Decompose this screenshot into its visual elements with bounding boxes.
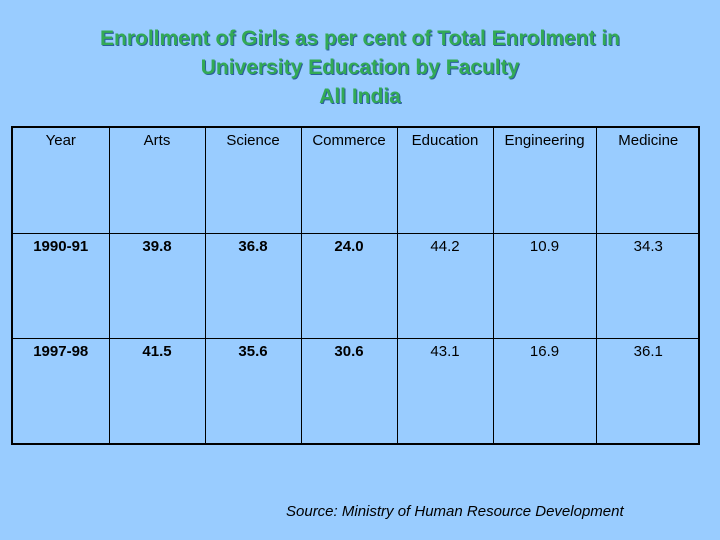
header-cell-medicine: Medicine	[595, 128, 700, 234]
table-cell-arts: 41.5	[108, 337, 206, 443]
header-cell-engineering: Engineering	[492, 128, 597, 234]
table-cell-engineering: 16.9	[492, 337, 597, 443]
table-cell-commerce: 24.0	[300, 232, 398, 339]
header-cell-commerce: Commerce	[300, 128, 398, 234]
table-cell-science: 35.6	[204, 337, 302, 443]
table-cell-education: 44.2	[396, 232, 494, 339]
enrollment-table: Year Arts Science Commerce Education Eng…	[11, 126, 700, 445]
title-line-3: All India	[319, 85, 401, 108]
header-cell-education: Education	[396, 128, 494, 234]
slide-title: Enrollment of Girls as per cent of Total…	[0, 24, 720, 111]
header-cell-year: Year	[13, 128, 110, 234]
table-row: 1990-91 39.8 36.8 24.0 44.2 10.9 34.3	[13, 232, 700, 339]
table-cell-medicine: 34.3	[595, 232, 700, 339]
title-line-2: University Education by Faculty	[200, 56, 520, 79]
table-cell-year: 1990-91	[13, 232, 110, 339]
table-row: 1997-98 41.5 35.6 30.6 43.1 16.9 36.1	[13, 337, 700, 443]
source-note: Source: Ministry of Human Resource Devel…	[286, 503, 624, 520]
table-cell-medicine: 36.1	[595, 337, 700, 443]
table-cell-education: 43.1	[396, 337, 494, 443]
table-cell-arts: 39.8	[108, 232, 206, 339]
table-cell-year: 1997-98	[13, 337, 110, 443]
title-line-1: Enrollment of Girls as per cent of Total…	[99, 27, 620, 50]
table-cell-engineering: 10.9	[492, 232, 597, 339]
table-cell-commerce: 30.6	[300, 337, 398, 443]
header-cell-science: Science	[204, 128, 302, 234]
table-header-row: Year Arts Science Commerce Education Eng…	[13, 128, 700, 234]
header-cell-arts: Arts	[108, 128, 206, 234]
table-cell-science: 36.8	[204, 232, 302, 339]
